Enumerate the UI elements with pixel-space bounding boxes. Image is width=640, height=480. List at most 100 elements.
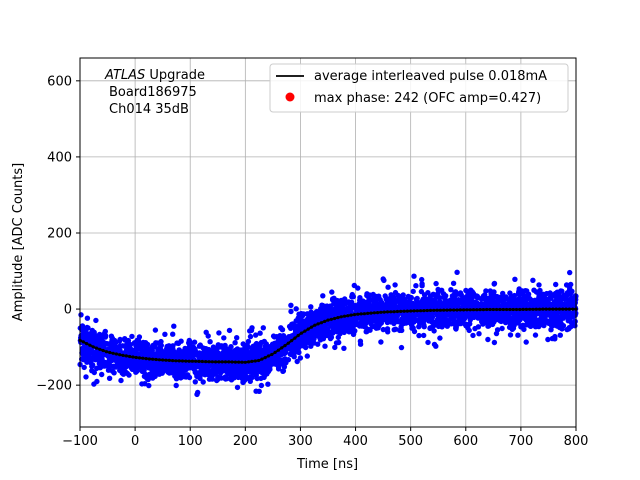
- legend-dot-marker: [285, 92, 295, 102]
- sample-point: [166, 343, 172, 349]
- sample-point: [350, 316, 357, 322]
- sample-point: [402, 296, 408, 303]
- sample-point: [342, 318, 348, 324]
- sample-point: [485, 323, 491, 329]
- average-pulse-point: [551, 307, 555, 311]
- sample-point: [215, 376, 221, 382]
- average-pulse-point: [240, 360, 244, 364]
- average-pulse-point: [501, 307, 505, 312]
- sample-point: [198, 361, 205, 368]
- sample-point: [384, 326, 391, 332]
- sample-point: [250, 365, 257, 371]
- sample-point: [547, 290, 553, 296]
- sample-point: [98, 353, 105, 359]
- sample-point: [523, 317, 530, 323]
- average-pulse-point: [273, 350, 277, 354]
- sample-point: [129, 333, 135, 340]
- sample-point: [385, 284, 391, 290]
- sample-point: [450, 298, 456, 304]
- sample-point: [117, 336, 123, 343]
- sample-point: [435, 290, 441, 296]
- average-pulse-point: [220, 360, 224, 364]
- sample-point: [320, 293, 326, 299]
- sample-point: [267, 343, 274, 350]
- y-tick-label: −200: [36, 379, 72, 394]
- average-pulse-point: [276, 348, 280, 352]
- sample-point: [146, 364, 153, 371]
- average-pulse-point: [108, 350, 112, 355]
- sample-point: [540, 320, 547, 327]
- sample-point: [380, 276, 386, 282]
- sample-point: [553, 281, 559, 288]
- sample-point: [316, 312, 322, 318]
- legend-entry-max-phase: max phase: 242 (OFC amp=0.427): [314, 91, 541, 106]
- sample-point: [433, 303, 439, 309]
- sample-point: [425, 312, 431, 318]
- sample-point: [562, 302, 568, 309]
- average-pulse-point: [442, 308, 446, 312]
- average-pulse-point: [313, 323, 317, 327]
- sample-point: [247, 333, 254, 340]
- sample-point: [376, 293, 382, 299]
- sample-point: [119, 343, 126, 349]
- average-pulse-point: [336, 316, 340, 320]
- sample-point: [328, 306, 335, 313]
- average-pulse-point: [505, 307, 509, 312]
- average-pulse-point: [485, 307, 489, 312]
- sample-point: [303, 318, 309, 324]
- sample-point: [419, 281, 425, 287]
- sample-point: [380, 326, 386, 333]
- sample-point: [421, 292, 428, 298]
- sample-point: [507, 290, 513, 296]
- average-pulse-point: [554, 307, 558, 311]
- sample-point: [455, 297, 461, 303]
- average-pulse-point: [286, 341, 290, 345]
- sample-point: [152, 369, 158, 375]
- sample-point: [194, 391, 200, 398]
- sample-point: [568, 297, 574, 303]
- average-pulse-point: [571, 307, 575, 311]
- sample-point: [222, 376, 229, 382]
- sample-point: [530, 277, 536, 283]
- sample-point: [91, 381, 97, 387]
- x-tick-label: 600: [453, 434, 478, 449]
- average-pulse-point: [495, 307, 499, 312]
- average-pulse-point: [385, 310, 390, 314]
- average-pulse-point: [356, 312, 360, 316]
- sample-point: [253, 332, 259, 338]
- sample-point: [248, 351, 255, 358]
- average-pulse-point: [518, 307, 522, 312]
- sample-point: [532, 332, 539, 338]
- sample-point: [367, 327, 373, 333]
- average-pulse-point: [402, 309, 406, 313]
- sample-point: [99, 336, 105, 342]
- average-pulse-point: [514, 307, 519, 312]
- sample-point: [542, 291, 548, 298]
- average-pulse-point: [491, 307, 495, 312]
- sample-point: [133, 366, 139, 372]
- average-pulse-point: [567, 307, 572, 311]
- sample-point: [288, 323, 294, 330]
- average-pulse-point: [174, 359, 178, 363]
- average-pulse-point: [293, 336, 297, 340]
- sample-point: [253, 372, 259, 378]
- average-pulse-point: [161, 358, 165, 362]
- average-pulse-point: [141, 356, 145, 360]
- sample-point: [280, 349, 287, 356]
- board-annotation: Board186975: [109, 85, 197, 100]
- sample-point: [366, 302, 373, 308]
- sample-point: [536, 293, 542, 299]
- sample-point: [439, 287, 445, 293]
- sample-point: [170, 331, 176, 337]
- average-pulse-point: [557, 307, 562, 311]
- sample-point: [94, 365, 100, 371]
- average-pulse-point: [134, 355, 138, 360]
- sample-point: [155, 348, 161, 354]
- sample-point: [258, 382, 265, 389]
- sample-point: [463, 323, 469, 329]
- y-tick-label: 600: [47, 74, 72, 89]
- average-pulse-point: [541, 307, 545, 311]
- legend: average interleaved pulse 0.018mA max ph…: [269, 63, 569, 113]
- sample-point: [166, 370, 172, 376]
- sample-point: [470, 332, 476, 339]
